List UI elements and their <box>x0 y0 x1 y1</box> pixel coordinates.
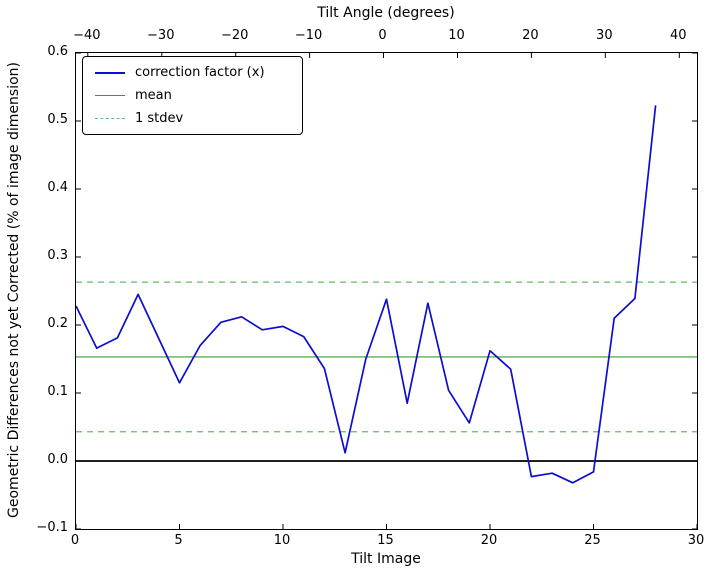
top-tick-label: −10 <box>294 28 323 43</box>
legend-line-sample-green <box>95 95 125 96</box>
left-tick-label: 0.2 <box>47 316 68 331</box>
bottom-tick-label: 15 <box>377 533 394 548</box>
left-tick-label: 0.5 <box>47 112 68 127</box>
left-tick-label: 0.1 <box>47 384 68 399</box>
bottom-tick-label: 10 <box>273 533 291 548</box>
legend-item-correction-factor: correction factor (x) <box>95 61 302 84</box>
legend-label: mean <box>135 88 172 103</box>
legend-line-sample-green-dashed <box>95 118 125 119</box>
top-tick-label: 30 <box>596 28 613 43</box>
bottom-tick-label: 25 <box>584 533 601 548</box>
legend-item-stdev: 1 stdev <box>95 107 302 130</box>
legend-item-mean: mean <box>95 84 302 107</box>
left-tick-label: −0.1 <box>36 520 68 535</box>
top-tick-label: −30 <box>147 28 175 43</box>
legend: correction factor (x) mean 1 stdev <box>82 56 303 135</box>
bottom-axis-title: Tilt Image <box>351 551 421 567</box>
plot-area <box>75 52 698 530</box>
left-tick-label: 0.3 <box>47 248 68 263</box>
legend-line-sample-blue <box>95 71 125 74</box>
top-axis-title: Tilt Angle (degrees) <box>317 5 455 21</box>
bottom-tick-label: 20 <box>480 533 498 548</box>
left-tick-label: 0.0 <box>47 452 68 467</box>
top-tick-label: 40 <box>669 28 687 43</box>
bottom-tick-label: 5 <box>174 533 183 548</box>
bottom-tick-label: 0 <box>70 533 80 548</box>
left-tick-label: 0.6 <box>47 44 68 59</box>
top-tick-label: 0 <box>378 28 387 43</box>
plot-svg <box>76 53 697 529</box>
top-tick-label: −40 <box>73 28 101 43</box>
top-tick-label: 10 <box>448 28 465 43</box>
left-tick-label: 0.4 <box>47 180 68 195</box>
bottom-tick-label: 30 <box>687 533 705 548</box>
legend-label: 1 stdev <box>135 111 184 126</box>
legend-label: correction factor (x) <box>135 65 265 80</box>
top-tick-label: 20 <box>522 28 539 43</box>
top-tick-label: −20 <box>220 28 249 43</box>
left-axis-title: Geometric Differences not yet Corrected … <box>6 62 22 518</box>
